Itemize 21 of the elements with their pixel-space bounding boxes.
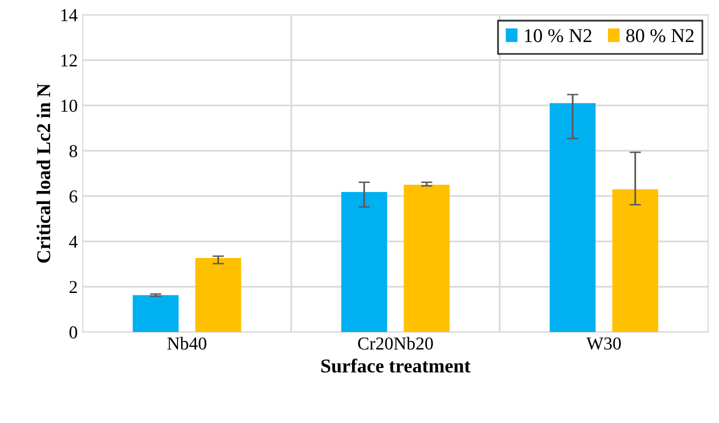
legend-label: 80 % N2 xyxy=(626,29,694,42)
y-tick-label: 12 xyxy=(61,54,77,66)
y-tick-label: 8 xyxy=(69,145,78,158)
bar xyxy=(612,189,658,332)
bar xyxy=(341,192,388,332)
y-tick-label: 10 xyxy=(61,100,78,112)
y-tick-label: 14 xyxy=(61,9,78,22)
bar xyxy=(404,184,450,332)
x-axis-title: Surface treatment xyxy=(321,358,471,373)
bar xyxy=(132,295,179,332)
y-tick-label: 2 xyxy=(70,281,77,293)
x-tick-label: Cr20Nb20 xyxy=(358,336,433,350)
x-tick-label: Nb40 xyxy=(167,336,206,350)
y-tick-label: 0 xyxy=(69,326,78,338)
bar xyxy=(550,103,596,332)
bar xyxy=(195,258,242,332)
y-axis-title: Critical load Lc2 in N xyxy=(36,83,50,263)
y-tick-label: 6 xyxy=(70,190,78,203)
y-tick-label: 4 xyxy=(69,236,78,248)
x-tick-label: W30 xyxy=(586,337,621,350)
legend-label: 10 % N2 xyxy=(525,29,592,42)
